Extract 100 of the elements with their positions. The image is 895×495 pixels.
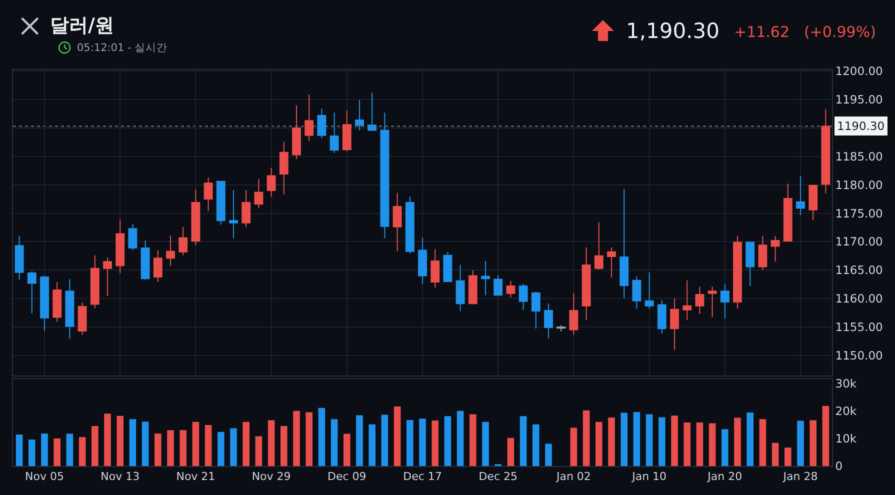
y-tick-label: 1150.00 [835, 348, 883, 362]
candlestick [166, 234, 175, 267]
candlestick [758, 236, 768, 271]
bar [330, 419, 338, 466]
candlestick [380, 112, 390, 239]
y-tick-label: 30k [835, 376, 857, 390]
bar [318, 408, 326, 466]
bar [772, 442, 779, 466]
candlestick [708, 286, 717, 318]
x-tick-label: Dec 25 [478, 470, 518, 484]
candlestick [116, 219, 125, 274]
bar [154, 433, 162, 466]
candlestick [481, 260, 490, 296]
bar [658, 417, 666, 466]
chart-title: 달러/원 [50, 14, 114, 37]
candlestick [65, 278, 74, 340]
candlestick [468, 270, 478, 305]
bar [746, 412, 754, 466]
y-tick-label: 1200.00 [835, 64, 883, 78]
bar [204, 424, 212, 466]
candlestick [304, 94, 314, 142]
candlestick [456, 264, 465, 312]
candlestick [242, 189, 251, 228]
candlestick [720, 283, 730, 319]
candlestick [330, 112, 339, 154]
bar [381, 414, 388, 466]
candlestick [191, 188, 200, 246]
bar [722, 429, 728, 466]
bar [532, 424, 540, 466]
bar [167, 430, 174, 466]
x-tick-label: Nov 29 [252, 470, 291, 484]
bar [406, 420, 414, 466]
bar [797, 420, 804, 466]
bar [671, 416, 678, 466]
candlestick [153, 250, 162, 283]
bar [456, 410, 464, 466]
candlestick [506, 280, 516, 298]
candlestick [746, 241, 755, 287]
candlestick [52, 282, 62, 322]
candlestick [632, 276, 642, 310]
y-tick-label: 1160.00 [835, 292, 883, 306]
candlestick [405, 196, 414, 254]
bar [810, 420, 816, 466]
text: +11.62 [734, 23, 790, 41]
y-tick-label: 0 [835, 459, 843, 474]
candlestick [518, 283, 528, 310]
bar [306, 412, 312, 466]
bar [116, 416, 124, 466]
chart-subtitle: 05:12:01 - 실시간 [77, 42, 168, 54]
candlestick [140, 240, 150, 280]
text: (+0.99%) [804, 23, 876, 41]
bar [545, 444, 552, 466]
candlestick [14, 236, 24, 280]
candlestick [733, 236, 742, 310]
candlestick [682, 280, 692, 321]
bar [180, 430, 186, 466]
candlestick [342, 110, 352, 152]
bar [759, 419, 766, 466]
candlestick [216, 180, 226, 226]
candlestick [418, 237, 427, 285]
candlestick [204, 176, 213, 212]
candlestick [821, 108, 830, 194]
bar [822, 406, 830, 466]
bar [507, 438, 514, 466]
candlestick [695, 286, 704, 314]
candlestick [644, 272, 654, 310]
candlestick [254, 178, 264, 209]
y-tick-label: 1170.00 [835, 234, 883, 249]
candlestick [556, 324, 566, 332]
bar [646, 414, 653, 466]
candlestick [443, 251, 452, 283]
x-tick-label: Nov 05 [25, 470, 64, 484]
candlestick [90, 254, 100, 309]
candlestick [657, 300, 666, 334]
candlestick [544, 303, 553, 339]
bar [218, 432, 224, 466]
bar [280, 426, 288, 466]
bar [66, 434, 74, 466]
candlestick [494, 274, 503, 296]
bar [78, 437, 86, 466]
bar [92, 426, 98, 466]
bar [192, 422, 200, 466]
x-tick-label: Dec 17 [403, 470, 442, 484]
bar [734, 418, 741, 466]
bar [432, 420, 438, 466]
candlestick [355, 100, 364, 131]
bar [129, 419, 136, 466]
bar [104, 414, 111, 466]
bar [16, 434, 23, 466]
candlestick [78, 302, 87, 336]
candlestick [531, 291, 540, 330]
bar [608, 418, 615, 466]
candlestick [317, 108, 326, 139]
candlestick [279, 141, 288, 195]
x-tick-label: Jan 02 [555, 470, 591, 484]
x-tick-label: Dec 09 [328, 470, 366, 484]
ref-line-label: 1190.30 [837, 119, 885, 133]
y-tick-label: 1155.00 [835, 320, 883, 334]
candlestick [594, 222, 604, 270]
candlestick [808, 184, 818, 221]
